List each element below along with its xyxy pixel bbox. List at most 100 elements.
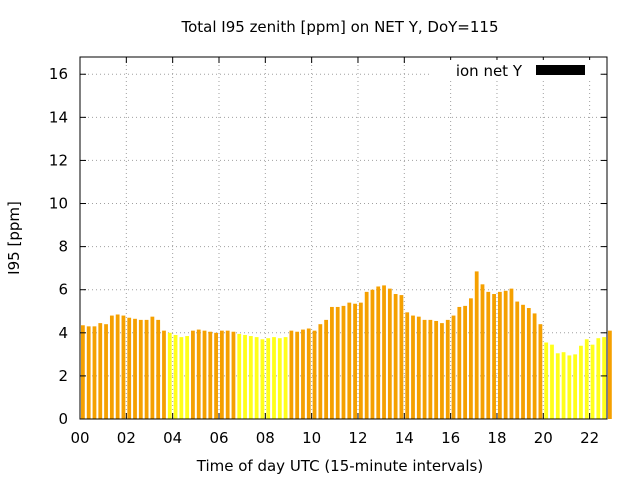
bar — [480, 284, 485, 419]
bar — [150, 316, 155, 419]
bar — [358, 302, 363, 419]
bar — [295, 331, 300, 419]
y-tick-label: 6 — [58, 281, 68, 299]
bar — [289, 330, 294, 419]
bar — [231, 331, 236, 419]
bar — [156, 319, 161, 419]
bar — [254, 337, 259, 419]
bar — [463, 305, 468, 420]
bar — [376, 286, 381, 419]
bar — [341, 305, 346, 420]
bar — [277, 338, 282, 419]
bar — [602, 337, 606, 419]
y-tick-labels: 0 2 4 6 8 10 12 14 16 — [49, 65, 68, 428]
x-tick-label: 16 — [441, 429, 460, 447]
bar — [416, 316, 421, 419]
bars — [81, 271, 612, 420]
bar — [411, 315, 415, 419]
chart-title: Total I95 zenith [ppm] on NET Y, DoY=115 — [180, 18, 498, 36]
bar — [532, 313, 537, 419]
bar — [440, 323, 444, 419]
bar — [469, 298, 473, 419]
x-axis-label: Time of day UTC (15-minute intervals) — [196, 457, 483, 475]
y-tick-label: 16 — [49, 65, 68, 83]
x-tick-label: 12 — [348, 429, 367, 447]
bar — [584, 339, 589, 419]
bar — [538, 324, 543, 419]
plot-frame — [79, 56, 608, 420]
bar — [301, 329, 305, 419]
x-tick-label: 00 — [70, 429, 89, 447]
y-tick-label: 14 — [49, 108, 68, 126]
bar — [109, 315, 114, 419]
bar — [318, 324, 323, 419]
x-tick-label: 20 — [534, 429, 553, 447]
bar — [167, 332, 172, 419]
bar — [306, 328, 311, 419]
bar — [214, 332, 218, 419]
bar — [196, 329, 201, 419]
y-tick-label: 10 — [49, 195, 68, 213]
bar — [503, 290, 508, 419]
x-tick-label: 14 — [395, 429, 414, 447]
bar — [162, 330, 166, 419]
bar — [225, 330, 230, 419]
bar — [382, 285, 386, 419]
bar — [248, 336, 253, 419]
bar — [208, 331, 213, 419]
bar — [474, 271, 479, 419]
bar — [370, 289, 375, 419]
bar — [387, 288, 392, 419]
bar — [422, 319, 427, 419]
bar — [521, 304, 525, 419]
bar — [202, 330, 207, 419]
y-tick-label: 0 — [58, 410, 68, 428]
bar — [579, 345, 583, 419]
x-tick-label: 22 — [580, 429, 599, 447]
bar — [191, 330, 195, 419]
bar — [335, 306, 340, 419]
bar — [497, 291, 502, 419]
bar — [515, 301, 520, 419]
x-tick-label: 06 — [209, 429, 228, 447]
bar — [324, 319, 329, 419]
bar — [179, 337, 184, 419]
bar — [272, 337, 276, 419]
bar — [144, 319, 149, 419]
bar — [185, 336, 190, 419]
bar — [590, 344, 595, 419]
x-tick-label: 18 — [487, 429, 506, 447]
bar — [98, 323, 103, 419]
y-axis-label: I95 [ppm] — [5, 201, 23, 275]
bar — [127, 317, 132, 419]
bar — [173, 334, 178, 419]
legend-swatch — [536, 65, 585, 75]
bar — [526, 308, 531, 419]
bar — [86, 326, 91, 419]
bar — [544, 342, 549, 419]
bar — [405, 312, 410, 419]
bar — [567, 355, 572, 419]
bar — [237, 333, 242, 419]
bar — [243, 334, 247, 419]
bar — [121, 315, 126, 419]
bar — [428, 319, 433, 419]
x-tick-label: 10 — [302, 429, 321, 447]
bar — [283, 337, 288, 419]
bar — [92, 326, 97, 419]
bar — [393, 294, 398, 419]
bar — [561, 352, 566, 419]
bar — [573, 354, 578, 419]
bar — [596, 338, 601, 419]
bar — [555, 353, 560, 419]
legend-label: ion net Y — [456, 62, 523, 80]
bar — [138, 319, 143, 419]
x-tick-label: 08 — [256, 429, 275, 447]
bar — [364, 291, 369, 419]
y-tick-label: 12 — [49, 151, 68, 169]
legend: ion net Y — [432, 60, 597, 80]
bar — [457, 306, 462, 419]
bar — [492, 294, 496, 419]
bar — [219, 330, 224, 419]
